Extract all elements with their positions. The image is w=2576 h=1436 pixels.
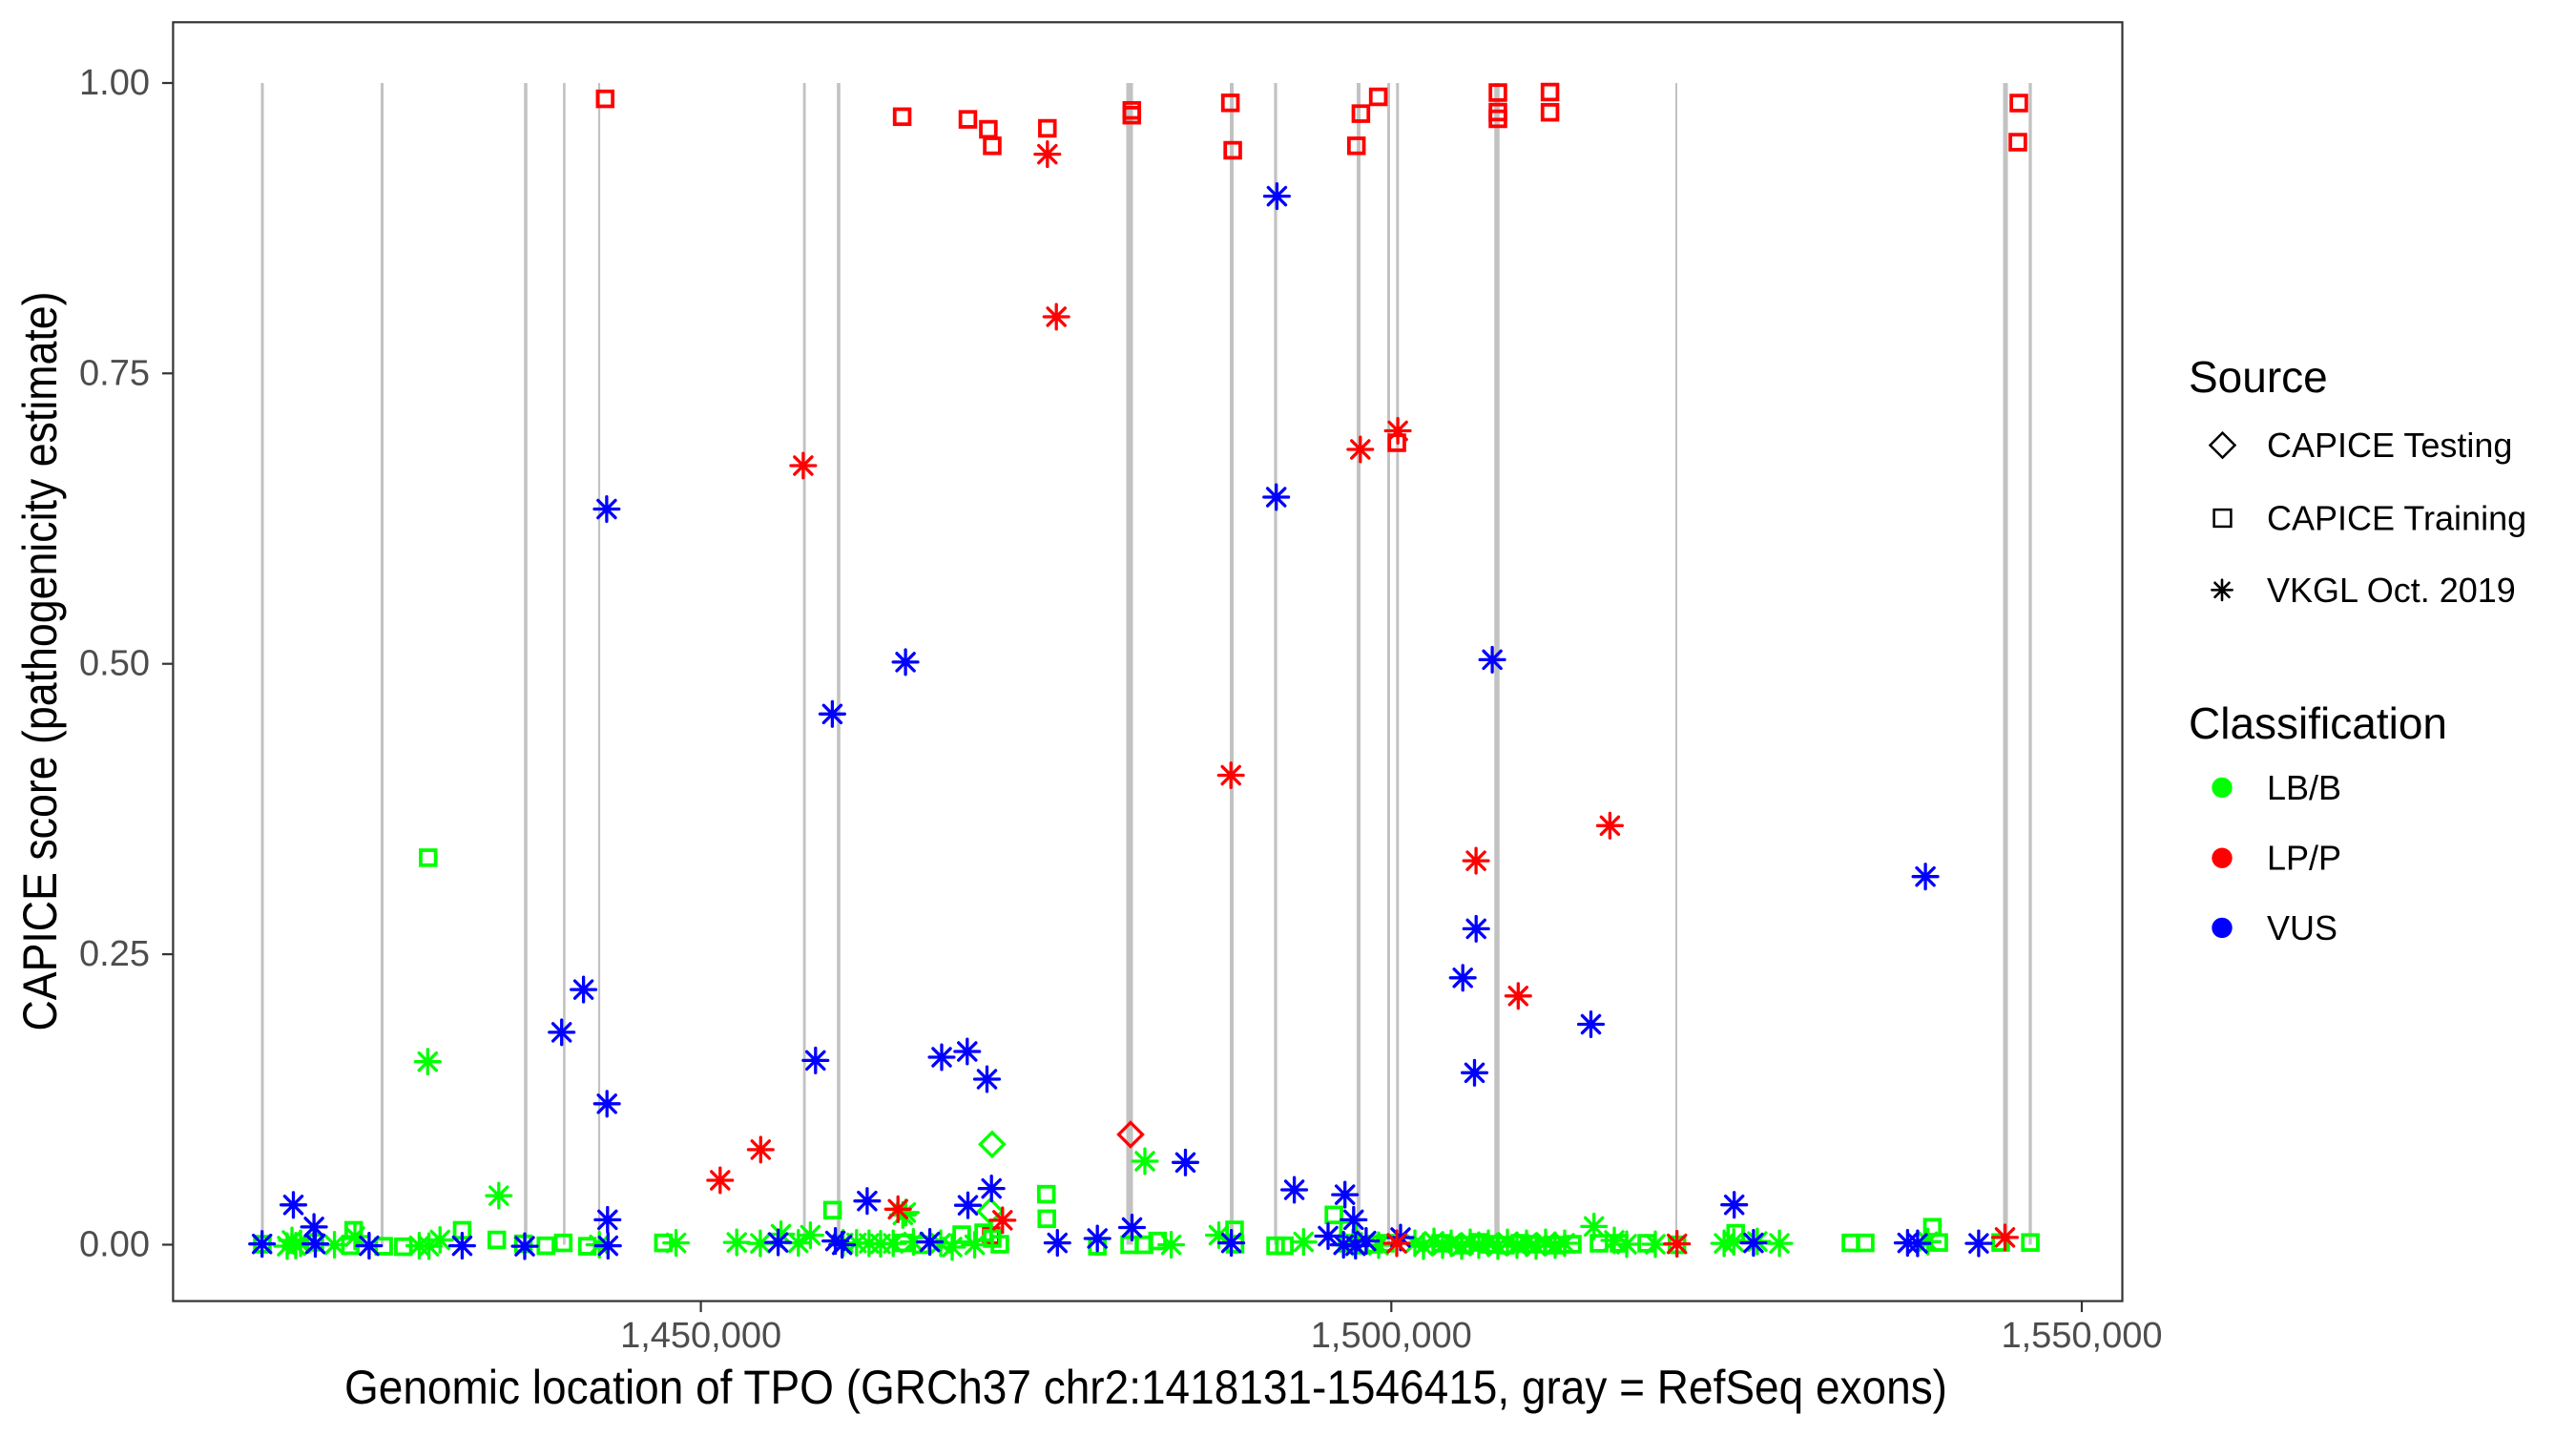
svg-text:0.00: 0.00 [79,1225,150,1265]
svg-text:LP/P: LP/P [2267,839,2341,878]
svg-text:Classification: Classification [2189,698,2447,748]
svg-text:Genomic location of TPO (GRCh3: Genomic location of TPO (GRCh37 chr2:141… [344,1361,1947,1414]
svg-text:VKGL Oct. 2019: VKGL Oct. 2019 [2267,571,2516,610]
svg-text:0.50: 0.50 [79,644,150,684]
svg-text:LB/B: LB/B [2267,768,2341,807]
svg-text:1.00: 1.00 [79,63,150,103]
svg-text:1,500,000: 1,500,000 [1311,1316,1472,1356]
svg-text:VUS: VUS [2267,908,2337,947]
svg-text:CAPICE score (pathogenicity es: CAPICE score (pathogenicity estimate) [13,292,67,1031]
svg-text:1,450,000: 1,450,000 [620,1316,781,1356]
svg-text:Source: Source [2189,352,2328,402]
svg-text:0.25: 0.25 [79,934,150,974]
svg-text:CAPICE Testing: CAPICE Testing [2267,426,2512,465]
svg-text:1,550,000: 1,550,000 [2001,1316,2162,1356]
svg-text:0.75: 0.75 [79,353,150,393]
svg-text:CAPICE Training: CAPICE Training [2267,499,2526,538]
